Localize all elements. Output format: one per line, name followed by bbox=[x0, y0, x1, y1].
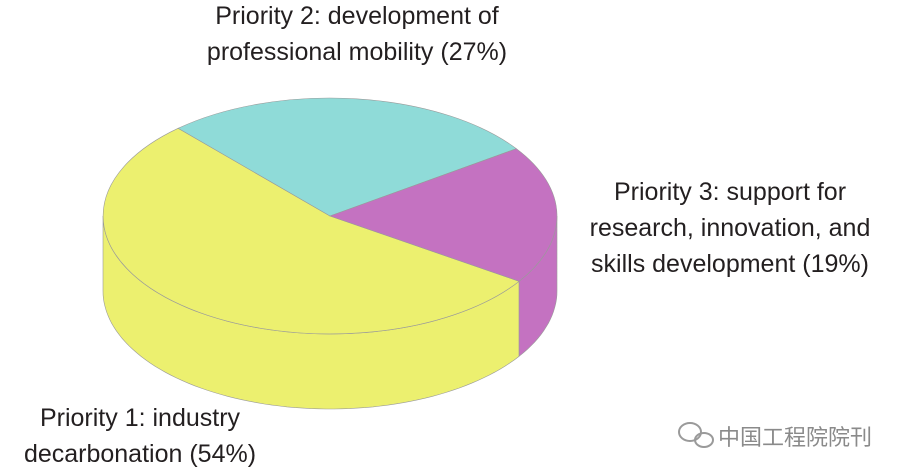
slice bbox=[177, 97, 518, 217]
pie bbox=[102, 97, 558, 410]
watermark: 中国工程院院刊 bbox=[718, 426, 873, 451]
value-label: (54%) bbox=[189, 440, 257, 468]
watermark-icon bbox=[678, 422, 714, 448]
label: Priority 3: support for research, innova… bbox=[574, 174, 886, 282]
value-label: (19%) bbox=[802, 250, 869, 278]
category-label: Priority 3: support for research, innova… bbox=[589, 178, 871, 278]
label: Priority 1: industry decarbonation (54%) bbox=[10, 400, 270, 472]
value-label: (27%) bbox=[440, 38, 508, 66]
slice bbox=[102, 127, 520, 335]
slice bbox=[329, 148, 558, 282]
category-label: Priority 2: development of professional … bbox=[206, 2, 499, 66]
label: Priority 2: development of professional … bbox=[172, 0, 542, 70]
category-label: Priority 1: industry decarbonation bbox=[23, 404, 241, 468]
